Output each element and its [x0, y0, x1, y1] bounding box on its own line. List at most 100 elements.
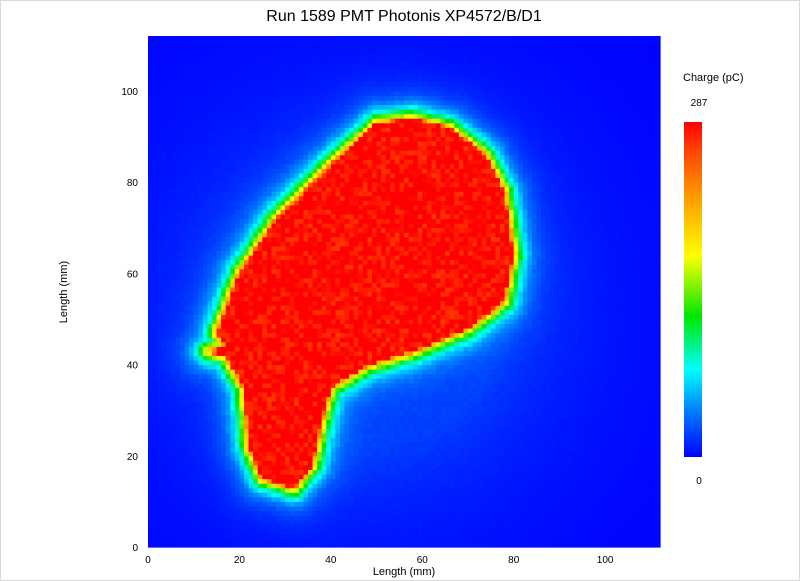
- heatmap-cell: [266, 396, 273, 402]
- heatmap-cell: [202, 469, 209, 475]
- heatmap-cell: [303, 519, 309, 525]
- heatmap-cell: [202, 204, 209, 210]
- heatmap-cell: [271, 364, 277, 370]
- heatmap-cell: [248, 291, 254, 297]
- heatmap-cell: [280, 492, 286, 498]
- heatmap-cell: [230, 45, 236, 51]
- heatmap-cell: [253, 54, 259, 60]
- heatmap-cell: [221, 346, 227, 352]
- heatmap-cell: [161, 300, 167, 306]
- heatmap-cell: [326, 446, 332, 452]
- heatmap-cell: [253, 505, 259, 512]
- heatmap-cell: [335, 63, 341, 69]
- heatmap-cell: [170, 328, 177, 334]
- heatmap-cell: [212, 118, 218, 124]
- heatmap-cell: [244, 182, 250, 188]
- heatmap-cell: [198, 432, 204, 439]
- heatmap-cell: [148, 528, 154, 534]
- heatmap-cell: [221, 186, 227, 192]
- heatmap-cell: [148, 177, 154, 183]
- heatmap-cell: [184, 113, 190, 119]
- heatmap-cell: [303, 510, 309, 516]
- heatmap-cell: [225, 446, 231, 452]
- heatmap-cell: [266, 118, 273, 124]
- heatmap-cell: [285, 177, 291, 183]
- heatmap-cell: [166, 255, 172, 261]
- heatmap-cell: [248, 45, 254, 51]
- heatmap-cell: [253, 49, 259, 55]
- heatmap-cell: [198, 154, 204, 160]
- heatmap-cell: [330, 172, 337, 179]
- heatmap-cell: [148, 519, 154, 525]
- heatmap-cell: [326, 423, 332, 429]
- heatmap-cell: [189, 282, 195, 288]
- heatmap-cell: [257, 382, 263, 388]
- heatmap-cell: [161, 177, 167, 183]
- heatmap-cell: [216, 200, 222, 206]
- heatmap-cell: [335, 300, 341, 306]
- heatmap-cell: [234, 273, 241, 279]
- heatmap-cell: [244, 519, 250, 525]
- heatmap-cell: [161, 236, 167, 242]
- heatmap-cell: [271, 177, 277, 183]
- heatmap-cell: [230, 191, 236, 197]
- heatmap-cell: [152, 423, 158, 429]
- heatmap-cell: [298, 369, 305, 375]
- heatmap-cell: [317, 492, 323, 498]
- heatmap-cell: [184, 437, 190, 443]
- heatmap-cell: [157, 182, 163, 188]
- heatmap-cell: [207, 341, 213, 347]
- heatmap-cell: [212, 63, 218, 69]
- heatmap-cell: [234, 519, 241, 525]
- heatmap-cell: [253, 469, 259, 475]
- heatmap-cell: [175, 414, 181, 420]
- heatmap-cell: [184, 432, 190, 439]
- heatmap-cell: [289, 373, 295, 379]
- heatmap-cell: [262, 282, 268, 288]
- heatmap-cell: [294, 332, 300, 338]
- heatmap-cell: [161, 204, 167, 210]
- heatmap-cell: [321, 255, 327, 261]
- heatmap-cell: [330, 232, 337, 238]
- heatmap-cell: [330, 519, 337, 525]
- heatmap-cell: [330, 309, 337, 315]
- heatmap-cell: [298, 172, 305, 179]
- heatmap-cell: [193, 442, 199, 448]
- heatmap-cell: [225, 49, 231, 55]
- heatmap-cell: [276, 487, 282, 493]
- heatmap-cell: [271, 54, 277, 60]
- heatmap-cell: [244, 505, 250, 512]
- heatmap-cell: [244, 172, 250, 179]
- heatmap-cell: [157, 350, 163, 356]
- heatmap-cell: [189, 382, 195, 388]
- heatmap-cell: [189, 118, 195, 124]
- heatmap-cell: [298, 136, 305, 142]
- heatmap-cell: [312, 296, 318, 302]
- heatmap-cell: [157, 131, 163, 137]
- heatmap-cell: [289, 191, 295, 197]
- heatmap-cell: [166, 268, 172, 274]
- heatmap-cell: [317, 542, 323, 548]
- heatmap-cell: [225, 332, 231, 338]
- heatmap-cell: [234, 122, 241, 128]
- heatmap-cell: [225, 528, 231, 534]
- heatmap-cell: [326, 542, 332, 548]
- heatmap-cell: [216, 150, 222, 156]
- heatmap-cell: [166, 172, 172, 179]
- heatmap-cell: [170, 355, 177, 361]
- heatmap-cell: [262, 291, 268, 297]
- heatmap-cell: [180, 67, 186, 74]
- heatmap-cell: [308, 428, 314, 434]
- heatmap-cell: [271, 209, 277, 215]
- heatmap-cell: [289, 446, 295, 452]
- heatmap-cell: [193, 528, 199, 534]
- heatmap-cell: [248, 72, 254, 78]
- heatmap-cell: [161, 446, 167, 452]
- heatmap-cell: [152, 460, 158, 466]
- heatmap-cell: [230, 268, 236, 274]
- heatmap-cell: [303, 318, 309, 325]
- heatmap-cell: [166, 474, 172, 480]
- heatmap-cell: [262, 182, 268, 188]
- heatmap-cell: [157, 90, 163, 96]
- heatmap-cell: [239, 159, 245, 165]
